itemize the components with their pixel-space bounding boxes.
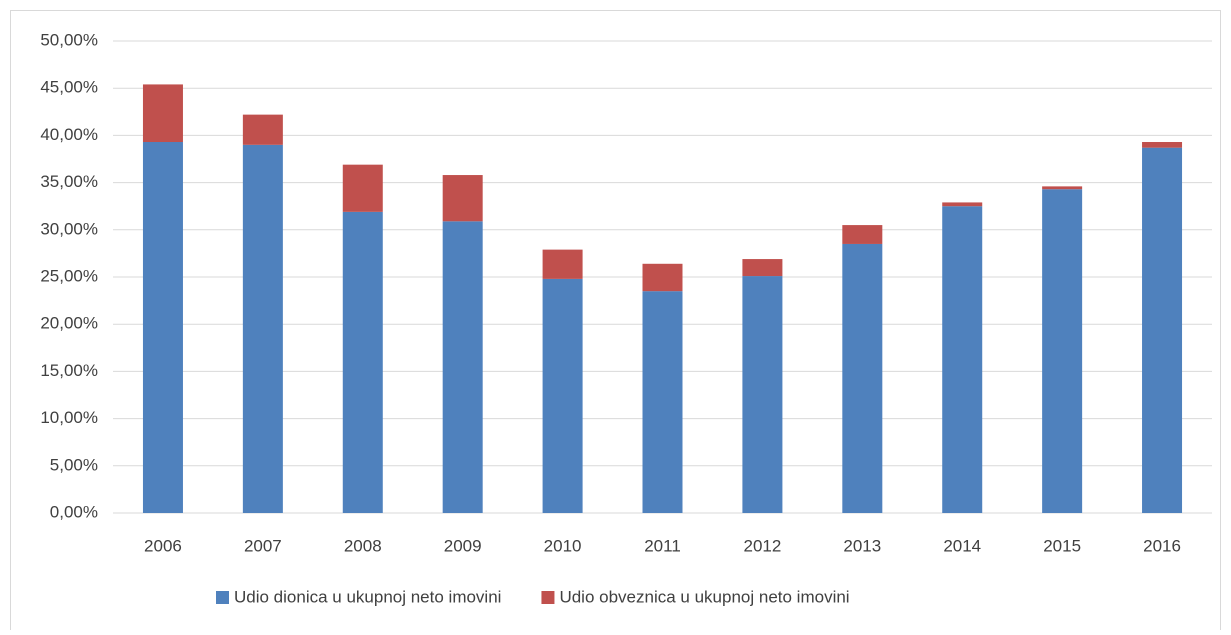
x-tick-label: 2015: [1043, 536, 1081, 555]
x-tick-label: 2007: [244, 536, 282, 555]
legend-swatch: [541, 591, 555, 604]
x-tick-label: 2011: [644, 536, 681, 555]
bar-segment: [342, 211, 383, 513]
bar-segment: [1142, 147, 1183, 513]
bar-segment: [542, 278, 583, 513]
bar-segment: [242, 144, 283, 513]
bar-segment: [842, 243, 883, 513]
x-tick-label: 2013: [843, 536, 881, 555]
bar-segment: [942, 206, 983, 513]
y-tick-label: 20,00%: [40, 314, 98, 333]
bar-segment: [642, 263, 683, 292]
bar-segment: [1142, 142, 1183, 148]
bar-segment: [642, 291, 683, 513]
bar-segment: [442, 221, 483, 513]
y-tick-label: 25,00%: [40, 266, 98, 285]
legend-label: Udio dionica u ukupnoj neto imovini: [234, 587, 501, 606]
bar-segment: [742, 259, 783, 277]
bar-segment: [942, 202, 983, 207]
x-tick-label: 2016: [1143, 536, 1181, 555]
bar-segment: [742, 276, 783, 513]
x-tick-label: 2012: [743, 536, 781, 555]
bar-segment: [1042, 186, 1083, 190]
x-tick-label: 2014: [943, 536, 981, 555]
y-tick-label: 10,00%: [40, 408, 98, 427]
x-tick-label: 2010: [544, 536, 582, 555]
bar-segment: [842, 225, 883, 244]
bar-segment: [342, 164, 383, 212]
y-tick-label: 5,00%: [50, 455, 98, 474]
bar-segment: [142, 84, 183, 143]
chart-border: [10, 10, 1221, 635]
legend-label: Udio obveznica u ukupnoj neto imovini: [559, 587, 849, 606]
bar-segment: [442, 175, 483, 222]
legend-swatch: [216, 591, 229, 604]
bar-segment: [1042, 189, 1083, 513]
y-tick-label: 30,00%: [40, 219, 98, 238]
y-tick-label: 0,00%: [50, 502, 98, 521]
bar-segment: [142, 142, 183, 513]
x-tick-label: 2008: [344, 536, 382, 555]
y-tick-label: 50,00%: [40, 30, 98, 49]
y-tick-label: 35,00%: [40, 172, 98, 191]
x-tick-label: 2009: [444, 536, 482, 555]
y-tick-label: 40,00%: [40, 125, 98, 144]
y-tick-label: 15,00%: [40, 361, 98, 380]
bar-segment: [242, 114, 283, 145]
bar-segment: [542, 249, 583, 279]
x-tick-label: 2006: [144, 536, 182, 555]
y-tick-label: 45,00%: [40, 78, 98, 97]
